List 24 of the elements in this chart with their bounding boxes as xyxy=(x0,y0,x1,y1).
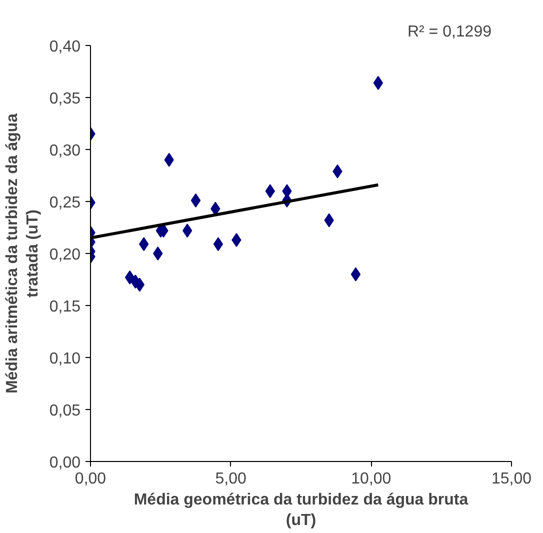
point xyxy=(373,76,384,90)
point xyxy=(182,224,192,238)
y-tick-label: 0,00 xyxy=(49,454,81,472)
point xyxy=(350,267,361,282)
point xyxy=(153,246,163,260)
y-axis-title: Média aritmética da turbidez da água tratada (uT) xyxy=(4,113,42,394)
x-tick-label: 15,00 xyxy=(491,470,532,488)
y-tick-label: 0,25 xyxy=(49,194,81,212)
point xyxy=(190,193,201,208)
x-axis-title: Média geométrica da turbidez da água bruta (uT) xyxy=(134,492,468,529)
x-tick-label: 0,00 xyxy=(74,470,106,488)
point xyxy=(213,237,224,252)
point xyxy=(124,270,135,284)
y-tick-label: 0,35 xyxy=(49,90,81,108)
x-tick-label: 10,00 xyxy=(351,470,392,488)
x-tick-label: 5,00 xyxy=(215,470,247,488)
y-tick-label: 0,15 xyxy=(49,298,81,316)
text: R² = 0,1299 xyxy=(407,24,492,40)
y-tick-label: 0,05 xyxy=(49,402,81,420)
point xyxy=(138,237,149,252)
y-tick-label: 0,20 xyxy=(49,246,81,264)
y-tick-label: 0,10 xyxy=(49,350,81,368)
y-tick-label: 0,30 xyxy=(49,142,81,160)
y-tick-label: 0,40 xyxy=(49,38,81,56)
